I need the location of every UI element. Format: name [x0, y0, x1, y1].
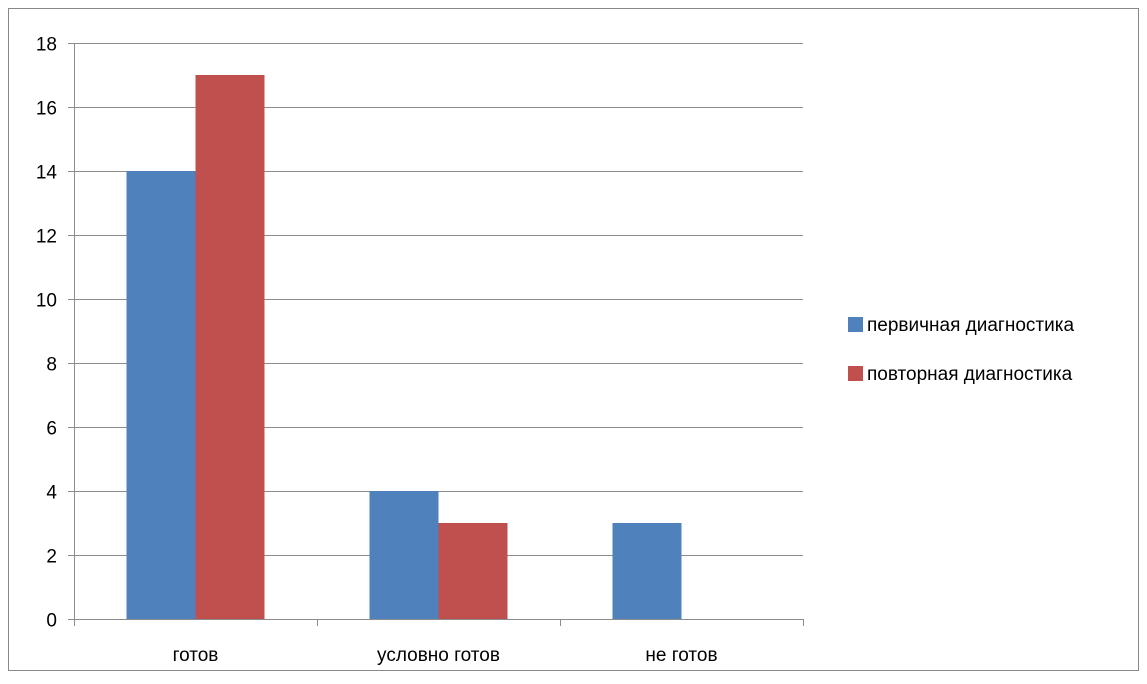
legend: первичная диагностика повторная диагности…: [848, 315, 1074, 385]
y-tick-label: 14: [36, 163, 58, 184]
x-tick-labels: готов условно готов не готов: [173, 645, 718, 666]
y-tick-label: 18: [36, 35, 57, 56]
legend-label: повторная диагностика: [867, 364, 1073, 385]
y-tick-label: 16: [36, 99, 57, 120]
y-tick-label: 12: [36, 227, 57, 248]
y-tick-label: 10: [36, 291, 57, 312]
y-tick-labels: 0 2 4 6 8 10 12 14 16 18: [36, 35, 58, 632]
bar: [369, 491, 439, 619]
bar: [126, 171, 196, 619]
y-tick-label: 2: [46, 547, 57, 568]
y-tick-label: 6: [46, 419, 57, 440]
x-tick-label: готов: [173, 645, 219, 666]
y-tick-label: 0: [46, 611, 57, 632]
axes: [68, 43, 804, 626]
bar: [612, 523, 682, 619]
bar: [195, 75, 265, 619]
y-tick-label: 8: [46, 355, 57, 376]
legend-swatch: [848, 317, 863, 332]
legend-swatch: [848, 366, 863, 381]
x-tick-label: не готов: [645, 645, 717, 666]
y-tick-label: 4: [46, 483, 57, 504]
x-tick-label: условно готов: [377, 645, 500, 666]
legend-label: первичная диагностика: [867, 315, 1074, 336]
bars: [126, 75, 682, 619]
bar: [438, 523, 508, 619]
